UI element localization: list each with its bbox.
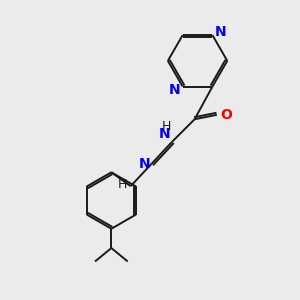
Text: N: N [214, 25, 226, 39]
Text: N: N [159, 127, 171, 141]
Text: N: N [138, 157, 150, 171]
Text: H: H [161, 120, 171, 133]
Text: H: H [118, 178, 127, 191]
Text: N: N [169, 83, 181, 97]
Text: O: O [220, 108, 232, 122]
